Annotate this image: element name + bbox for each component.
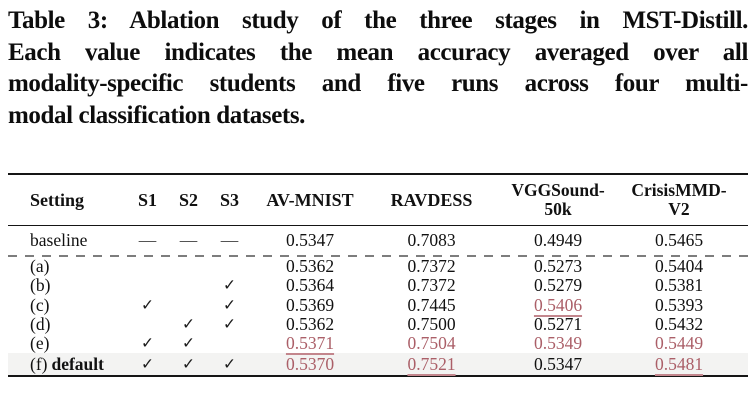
cell-s2-checkmark: ✓ [182, 315, 195, 334]
table-header-row: Setting S1 S2 S3 AV-MNIST RAVDESS VGGSou… [8, 175, 748, 225]
cell-ravdess: 0.7372 [407, 275, 456, 296]
caption-line: Table 3: Ablation study of the three sta… [8, 7, 748, 34]
column-header-ravdess: RAVDESS [390, 190, 473, 210]
cell-av-mnist: 0.5347 [285, 230, 335, 250]
caption-line: modality-specific students and five runs… [8, 70, 748, 97]
cell-av-mnist: 0.5364 [285, 275, 335, 296]
table-row-baseline: baseline — — — 0.5347 0.7083 0.4949 0.54… [8, 226, 748, 255]
row-label: baseline [30, 230, 88, 250]
cell-av-mnist: 0.5369 [285, 294, 335, 315]
cell-s1: — [138, 230, 157, 250]
cell-av-mnist: 0.5362 [285, 314, 335, 335]
cell-s1-checkmark: ✓ [141, 354, 154, 373]
cell-ravdess-top2: 0.7504 [407, 333, 456, 354]
ablation-table: Setting S1 S2 S3 AV-MNIST RAVDESS VGGSou… [8, 173, 748, 378]
cell-s2-checkmark: ✓ [182, 354, 195, 373]
cell-s1-checkmark: ✓ [141, 334, 154, 353]
cell-vggsound: 0.5279 [533, 275, 583, 296]
cell-vggsound: 0.5271 [533, 314, 583, 335]
table-row-c: (c) ✓ ✓ 0.5369 0.7445 0.5406 0.5393 [8, 294, 748, 315]
table-row-b: (b) ✓ 0.5364 0.7372 0.5279 0.5381 [8, 276, 748, 295]
cell-crisismmd: 0.5393 [654, 294, 704, 315]
cell-s3-checkmark: ✓ [223, 354, 236, 373]
cell-ravdess: 0.7500 [407, 314, 456, 335]
table-row-a: (a) 0.5362 0.7372 0.5273 0.5404 [8, 257, 748, 276]
column-header-setting: Setting [30, 190, 84, 210]
cell-vggsound-top2: 0.5349 [533, 333, 583, 354]
column-header-av-mnist: AV-MNIST [266, 190, 354, 210]
table-header-rule [8, 225, 748, 226]
cell-av-mnist-best: 0.5371 [285, 333, 335, 354]
column-header-s3: S3 [219, 190, 239, 210]
cell-vggsound-best: 0.5406 [533, 294, 583, 315]
table-row-f-default: (f) default ✓ ✓ ✓ 0.5370 0.7521 0.5347 0.… [8, 353, 748, 376]
row-label: (e) [30, 333, 50, 354]
cell-s1-checkmark: ✓ [141, 295, 154, 314]
cell-av-mnist-top2: 0.5370 [285, 353, 335, 374]
table-row-d: (d) ✓ ✓ 0.5362 0.7500 0.5271 0.5432 [8, 315, 748, 334]
cell-crisismmd: 0.5381 [654, 275, 704, 296]
cell-ravdess: 0.7372 [407, 256, 456, 277]
cell-crisismmd-top2: 0.5449 [654, 333, 704, 354]
cell-vggsound: 0.4949 [533, 230, 583, 250]
cell-ravdess: 0.7445 [407, 294, 456, 315]
table-top-rule [8, 173, 748, 175]
column-header-vggsound-50k: VGGSound- 50k [511, 180, 605, 219]
cell-s2: — [179, 230, 198, 250]
column-header-crisismmd-v2: CrisisMMD- V2 [631, 180, 727, 219]
caption-line: modal classification datasets. [8, 101, 306, 129]
cell-s3-checkmark: ✓ [223, 295, 236, 314]
baseline-separator-dashed-rule [8, 255, 748, 257]
row-label: (b) [30, 275, 51, 296]
table-caption: Table 3: Ablation study of the three sta… [8, 5, 748, 131]
cell-crisismmd: 0.5404 [654, 256, 704, 277]
cell-crisismmd-best: 0.5481 [654, 353, 704, 374]
cell-vggsound: 0.5273 [533, 256, 583, 277]
cell-av-mnist: 0.5362 [285, 256, 335, 277]
table-row-e: (e) ✓ ✓ 0.5371 0.7504 0.5349 0.5449 [8, 334, 748, 353]
cell-s3-checkmark: ✓ [223, 315, 236, 334]
column-header-s1: S1 [137, 190, 157, 210]
cell-crisismmd: 0.5432 [654, 314, 704, 335]
row-label: (c) [30, 294, 50, 315]
cell-ravdess: 0.7083 [407, 230, 456, 250]
cell-s3-checkmark: ✓ [223, 276, 236, 295]
table-bottom-rule [8, 375, 748, 378]
row-label: (a) [30, 256, 50, 277]
cell-crisismmd: 0.5465 [654, 230, 704, 250]
caption-line: Each value indicates the mean accuracy a… [8, 38, 748, 66]
cell-s3: — [220, 230, 239, 250]
cell-s2-checkmark: ✓ [182, 334, 195, 353]
row-label: (d) [30, 314, 51, 335]
row-label: (f) default [30, 353, 104, 374]
column-header-s2: S2 [178, 190, 198, 210]
cell-ravdess-best: 0.7521 [407, 353, 456, 374]
cell-vggsound: 0.5347 [533, 353, 583, 374]
row-label-bold: default [51, 353, 104, 374]
